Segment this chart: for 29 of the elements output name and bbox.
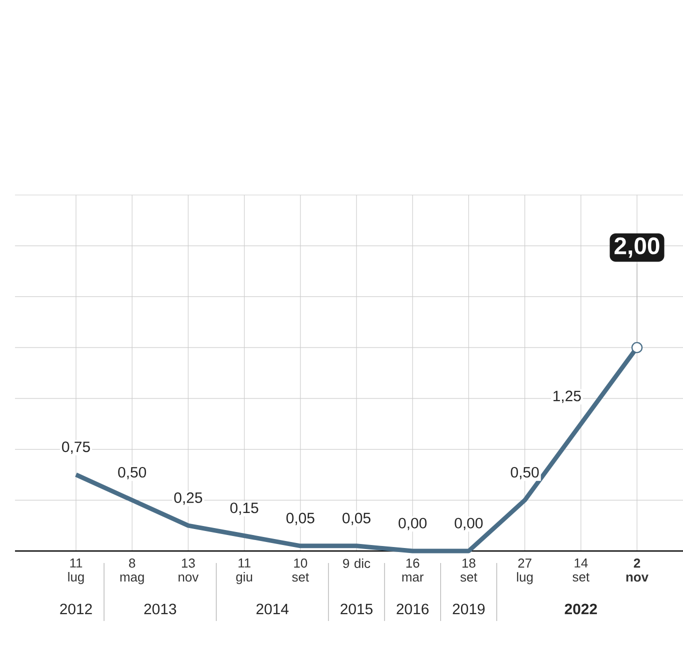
data-label: 0,05	[286, 512, 314, 526]
text: 2019	[452, 604, 485, 614]
data-label: 0,50	[510, 466, 539, 480]
x-tick-label: 13 nov	[178, 558, 199, 582]
data-label: 0,75	[62, 442, 90, 454]
data-label: 0,25	[174, 492, 202, 505]
x-tick-label: 27 lug	[517, 558, 533, 584]
x-tick-label: 16 mar	[402, 558, 424, 582]
data-label: 0,50	[118, 466, 146, 480]
text: 2013	[144, 604, 176, 614]
text: 2014	[256, 604, 289, 614]
x-tick-label: 8 mag	[120, 558, 144, 584]
text: 2022	[564, 604, 597, 614]
data-label: 2,00	[614, 237, 660, 258]
x-tick-label: 10 set	[292, 558, 309, 582]
text: 2016	[396, 604, 429, 614]
x-tick-label: 2 nov	[626, 558, 648, 582]
data-label: 0,05	[342, 512, 370, 526]
x-tick-label: 11 lug	[68, 558, 84, 584]
data-label: 1,25	[554, 390, 581, 404]
data-label: 0,15	[230, 502, 258, 515]
text: 2015	[340, 604, 372, 614]
x-tick-label: 14 set	[572, 558, 590, 582]
data-label: 0,00	[454, 518, 483, 530]
data-label: 0,00	[398, 518, 427, 530]
text: 2012	[60, 604, 92, 614]
x-tick-label: 9 dic	[343, 558, 370, 568]
x-tick-label: 18 set	[460, 558, 478, 582]
x-tick-label: 11 giu	[236, 558, 252, 584]
